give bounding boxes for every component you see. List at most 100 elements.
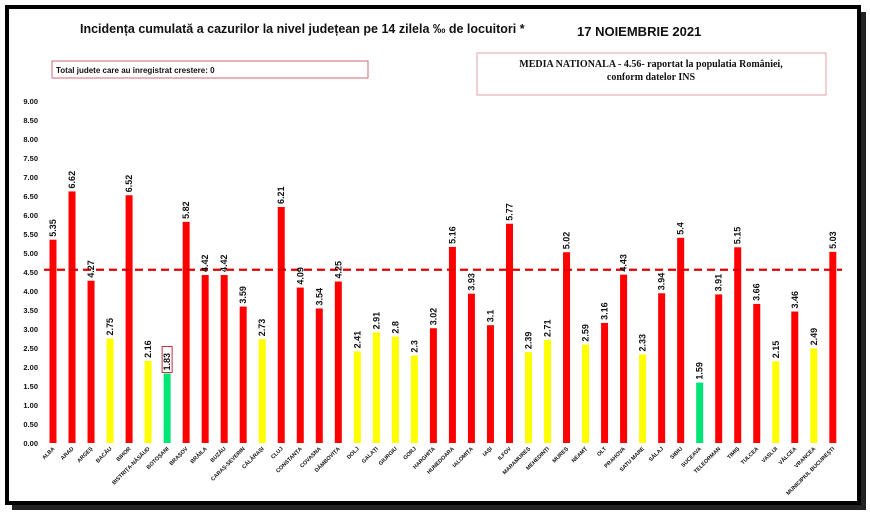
bar [391,336,399,443]
value-label: 2.49 [809,328,819,346]
bar [772,361,780,443]
y-tick-label: 4.50 [23,268,38,277]
y-tick-label: 0.50 [23,420,38,429]
bar [182,221,190,443]
value-label: 5.4 [676,222,686,235]
value-label: 3.1 [485,310,495,323]
value-label: 2.39 [524,332,534,350]
bar [334,281,342,443]
bar [277,207,285,443]
value-label: 4.43 [619,254,629,272]
note-left-box [51,60,369,79]
value-label: 5.82 [181,201,191,219]
value-label: 4.42 [200,255,210,273]
value-label: 2.71 [543,319,553,337]
value-label: 1.83 [162,353,172,371]
y-tick-label: 5.50 [23,230,38,239]
value-label: 3.91 [714,274,724,292]
bar [106,338,114,443]
bar [372,332,380,443]
value-label: 6.62 [67,171,77,189]
y-tick-label: 6.50 [23,192,38,201]
bar [829,251,837,443]
bar [658,293,666,443]
value-label: 5.03 [828,231,838,249]
bar [486,325,494,443]
chart-date: 17 NOIEMBRIE 2021 [577,24,701,39]
y-axis: 0.00 0.50 1.00 1.50 2.00 2.50 3.00 3.50 4.00 4.50… [23,97,38,448]
value-label: 6.52 [124,175,134,193]
bar [544,340,552,443]
y-tick-label: 7.00 [23,173,38,182]
note-right-box [476,52,827,96]
bar [753,303,761,443]
y-tick-label: 9.00 [23,97,38,106]
bar [220,275,228,443]
y-tick-label: 1.50 [23,382,38,391]
y-tick-label: 7.50 [23,154,38,163]
bar [525,352,532,443]
chart-title: Incidența cumulată a cazurilor la nivel … [80,22,525,36]
bar [620,274,628,443]
value-label: 4.25 [333,261,343,279]
bar [87,280,95,443]
note-left: Total judete care au inregistrat crester… [56,66,215,75]
y-tick-label: 4.00 [23,287,38,296]
bar [163,373,171,443]
value-label: 2.73 [257,319,267,337]
value-label: 2.15 [771,341,781,359]
value-label: 3.16 [600,302,610,320]
value-label: 3.66 [752,283,762,301]
bar [791,311,799,443]
bar [563,252,571,443]
value-label: 5.15 [733,227,743,245]
value-label: 5.35 [48,219,58,237]
value-label: 2.16 [143,340,153,358]
value-label: 2.3 [409,340,419,353]
y-tick-label: 1.00 [23,401,38,410]
highlight-box [161,345,173,373]
y-tick-label: 0.00 [23,439,38,448]
bar [144,360,152,443]
value-label: 6.21 [276,186,286,204]
bar [353,351,361,443]
bar [410,355,418,443]
bar [258,339,266,443]
y-tick-label: 8.50 [23,116,38,125]
bar [296,287,304,443]
bar [315,308,323,443]
value-label: 2.8 [390,321,400,334]
note-right-line2: conform datelor INS [607,72,696,83]
y-tick-label: 8.00 [23,135,38,144]
value-label: 5.16 [447,226,457,244]
bar [639,354,647,443]
value-label: 2.75 [105,318,115,336]
value-label: 3.02 [428,308,438,326]
bar [582,344,590,443]
y-tick-label: 5.00 [23,249,38,258]
y-tick-label: 3.00 [23,325,38,334]
bar [448,246,456,443]
value-label: 3.93 [466,273,476,291]
note-right-line1: MEDIA NATIONALA - 4.56- raportat la popu… [519,59,783,70]
value-label: 5.77 [504,203,514,221]
bar [125,195,133,443]
bar [201,275,209,443]
value-label: 2.41 [352,331,362,349]
value-label: 3.94 [657,273,667,291]
bar [49,239,57,443]
bar [810,348,818,443]
bar [505,223,513,443]
value-label: 2.33 [638,334,648,352]
bar [715,294,723,443]
bar [467,293,475,443]
value-label: 2.91 [371,312,381,330]
y-tick-label: 6.00 [23,211,38,220]
y-tick-label: 2.50 [23,344,38,353]
bar [601,322,609,443]
value-label: 1.59 [695,362,705,380]
y-tick-label: 2.00 [23,363,38,372]
y-tick-label: 3.50 [23,306,38,315]
value-label: 2.59 [581,324,591,342]
